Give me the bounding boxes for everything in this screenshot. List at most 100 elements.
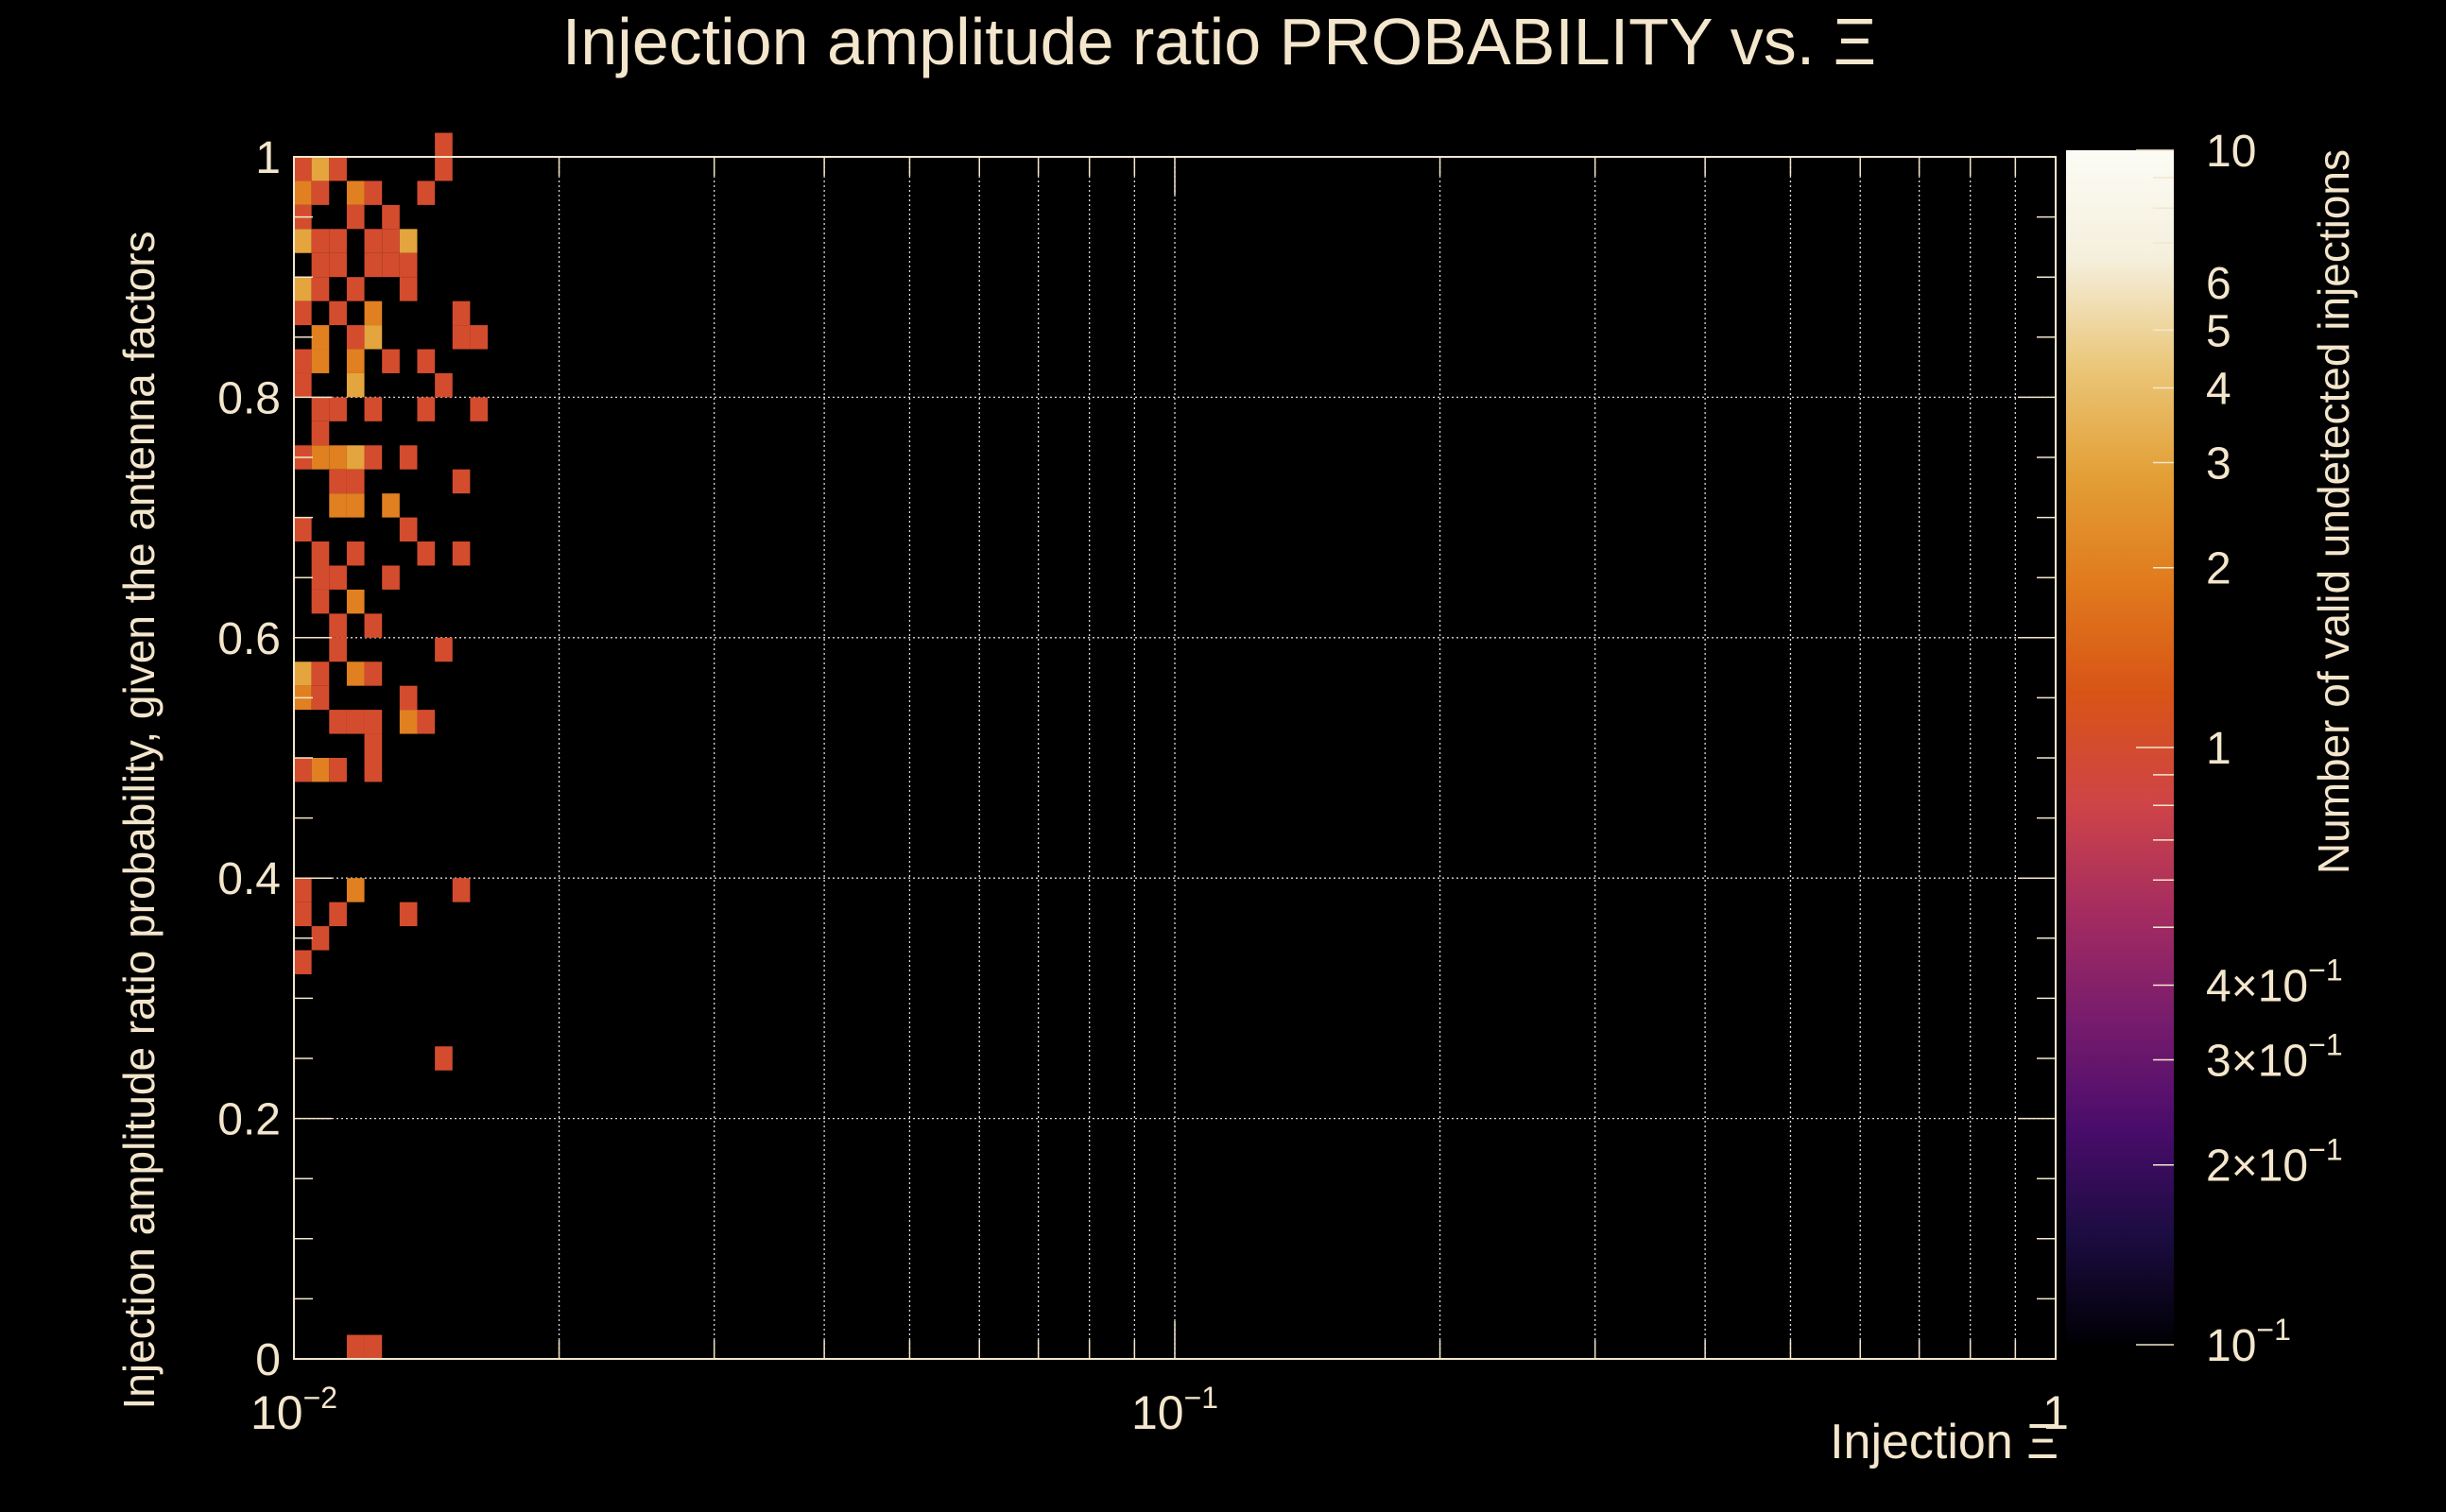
heatmap-cell [364,229,383,253]
heatmap-cell [329,301,347,326]
y-tick-label: 0 [255,1335,281,1385]
x-tick-label: 10−2 [250,1381,337,1439]
colorbar-tick-label: 10 [2206,127,2256,177]
heatmap-cell [399,252,418,278]
y-tick-label: 0.6 [217,614,281,664]
colorbar-tick-label: 3×10−1 [2206,1027,2343,1086]
x-tick-labels: 10−2 10−1 1 [250,1381,2069,1439]
heatmap-cell [311,685,330,711]
y-tick-label: 1 [255,133,281,183]
heatmap-cell [346,204,365,230]
heatmap-cell [364,1334,383,1359]
heatmap-cell [294,950,312,974]
heatmap-cell [470,397,489,421]
heatmap-cell [329,157,347,181]
heatmap-cell [382,252,400,278]
heatmap-cell [364,733,383,758]
heatmap-cell [294,662,312,686]
heatmap-cell [399,229,418,253]
heatmap-cell [399,445,418,470]
heatmap-cell [346,277,365,301]
heatmap-cell [452,301,471,326]
heatmap-cell [435,157,453,181]
heatmap-cell [329,252,347,278]
heatmap-cell [382,204,400,230]
heatmap-cell [346,469,365,494]
heatmap-cell [417,541,436,566]
heatmap-cell [329,637,347,662]
heatmap-cell [452,469,471,494]
heatmap-cell [364,445,383,470]
heatmap-cell [294,758,312,782]
colorbar-tick-label: 2 [2206,544,2231,594]
heatmap-cell [294,372,312,398]
x-tick-label: 1 [2042,1386,2069,1439]
heatmap-cell [399,685,418,711]
heatmap-cell [329,710,347,734]
colorbar-tick-label: 10−1 [2206,1313,2291,1371]
heatmap-cell [329,469,347,494]
heatmap-cell [452,541,471,566]
heatmap-cell [311,541,330,566]
heatmap-cell [346,662,365,686]
heatmap-cell [346,1334,365,1359]
heatmap-cell [399,710,418,734]
y-tick-label: 0.4 [217,854,281,904]
heatmap-cell [294,180,312,205]
x-axis-label: Injection Ξ [1830,1415,2058,1469]
heatmap-cell [364,301,383,326]
heatmap-cell [294,349,312,373]
heatmap-cell [329,758,347,782]
colorbar-label: Number of valid undetected injections [2309,149,2358,874]
colorbar-tick-labels: 10 65 4 3 2 1 4×10−1 3×10−1 2×10−1 10−1 [2206,127,2343,1371]
heatmap-cell [329,493,347,518]
colorbar-tick-label: 3 [2206,438,2231,489]
heatmap-cell [329,445,347,470]
colorbar-tick-label: 1 [2206,724,2231,774]
heatmap-cell [294,902,312,927]
heatmap-cell [311,565,330,590]
heatmap-cell [311,157,330,181]
chart-title: Injection amplitude ratio PROBABILITY vs… [562,5,1876,78]
heatmap-cells [294,132,489,1359]
axis-ticks [293,156,2056,1360]
heatmap-cell [294,301,312,326]
x-tick-label: 10−1 [1131,1381,1218,1439]
heatmap-cell [364,662,383,686]
heatmap-cell [399,277,418,301]
heatmap-cell [329,397,347,421]
heatmap-cell [382,229,400,253]
heatmap-cell [364,613,383,638]
grid-lines [294,157,2056,1359]
heatmap-cell [417,397,436,421]
colorbar-tick-label: 5 [2206,306,2231,356]
heatmap-cell [417,349,436,373]
heatmap-cell [399,517,418,542]
heatmap-cell [311,421,330,446]
heatmap-cell [364,180,383,205]
y-axis-label: Injection amplitude ratio probability, g… [114,231,164,1409]
heatmap-cell [294,878,312,902]
heatmap-cell [346,325,365,350]
heatmap-cell [399,902,418,927]
heatmap-cell [435,132,453,157]
y-tick-labels: 0 0.2 0.4 0.6 0.8 1 [217,133,281,1385]
heatmap-cell [311,926,330,951]
heatmap-cell [364,252,383,278]
heatmap-cell [346,541,365,566]
heatmap-cell [364,397,383,421]
y-tick-label: 0.2 [217,1095,281,1145]
heatmap-cell [294,229,312,253]
heatmap-cell [364,325,383,350]
heatmap-cell [311,325,330,350]
heatmap-cell [435,372,453,398]
heatmap-cell [311,252,330,278]
y-tick-label: 0.8 [217,373,281,423]
heatmap-cell [329,902,347,927]
heatmap-cell [382,565,400,590]
heatmap-cell [311,229,330,253]
heatmap-cell [329,565,347,590]
heatmap-cell [382,349,400,373]
heatmap-cell [346,493,365,518]
heatmap-cell [417,710,436,734]
